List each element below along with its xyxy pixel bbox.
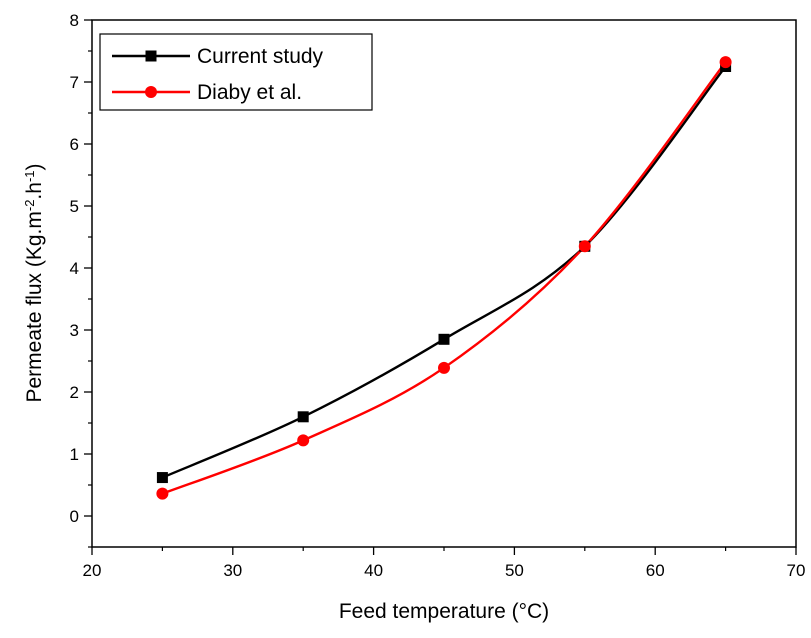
fit-lines	[161, 61, 727, 495]
x-axis-ticks: 20 30 40 50 60 70	[83, 547, 806, 580]
data-point-circle	[578, 240, 591, 253]
legend-label: Current study	[197, 45, 324, 68]
legend-marker-square	[145, 50, 157, 62]
legend-box	[99, 33, 373, 111]
y-tick-label: 6	[70, 135, 79, 154]
y-axis-title-part: .h	[23, 182, 46, 200]
x-tick-label: 40	[364, 561, 383, 580]
data-point-circle	[438, 361, 450, 374]
x-tick-label: 60	[646, 561, 665, 580]
y-axis-title-part: )	[23, 163, 46, 170]
x-axis-title: Feed temperature (°C)	[339, 600, 549, 623]
y-tick-label: 2	[70, 383, 79, 402]
y-tick-label: 5	[70, 197, 79, 216]
data-point-circle	[156, 487, 169, 500]
legend-marker-circle	[145, 86, 157, 98]
series-line-1	[161, 61, 727, 495]
y-tick-label: 3	[70, 321, 79, 340]
y-axis-title-superscript: -2	[22, 200, 37, 212]
y-axis-title-part: Permeate flux (Kg.m	[23, 211, 46, 402]
data-point-square	[156, 472, 168, 484]
data-point-square	[297, 411, 309, 423]
x-tick-label: 50	[505, 561, 524, 580]
y-axis-title: Permeate flux (Kg.m-2.h-1)	[22, 163, 47, 402]
data-point-circle	[719, 56, 732, 69]
x-tick-label: 70	[787, 561, 806, 580]
legend-label: Diaby et al.	[197, 81, 302, 104]
data-point-circle	[297, 434, 310, 447]
x-tick-label: 20	[83, 561, 102, 580]
series-line-0	[161, 65, 727, 479]
y-tick-label: 8	[70, 11, 79, 30]
y-tick-label: 4	[70, 259, 79, 278]
data-point-square	[438, 333, 450, 345]
x-tick-label: 30	[223, 561, 242, 580]
y-axis-ticks: 0 1 2 3 4 5 6 7 8	[70, 11, 92, 548]
y-tick-label: 0	[70, 507, 79, 526]
y-axis-title-superscript: -1	[22, 170, 37, 182]
data-markers	[156, 56, 732, 500]
y-tick-label: 7	[70, 73, 79, 92]
legend: Current study Diaby et al.	[99, 33, 373, 111]
y-tick-label: 1	[70, 445, 79, 464]
